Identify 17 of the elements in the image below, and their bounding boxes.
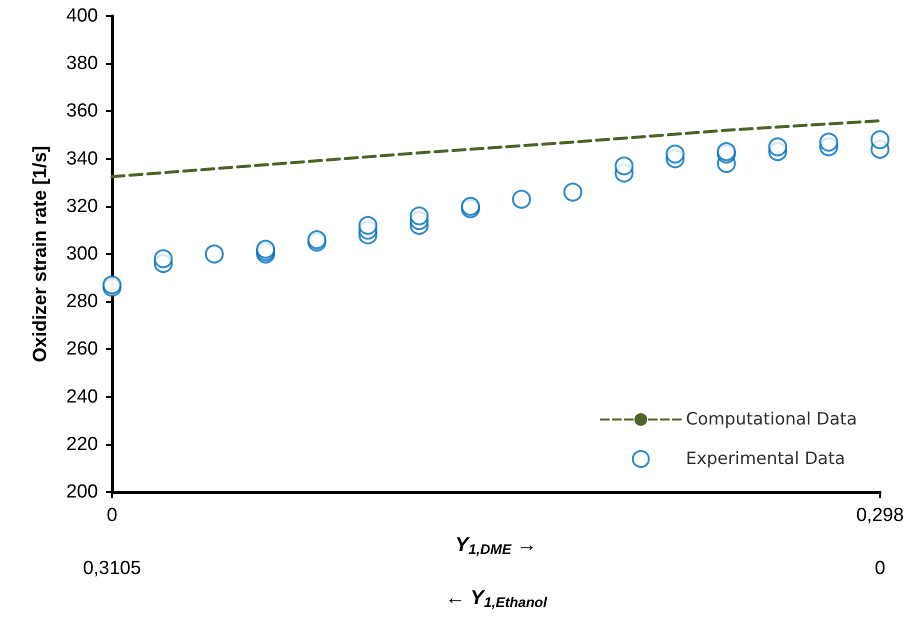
legend-label: Experimental Data xyxy=(686,449,846,469)
y-tick-label: 360 xyxy=(66,100,98,122)
x2-tick-label: 0 xyxy=(874,558,886,579)
y-axis-title: Oxidizer strain rate [1/s] xyxy=(30,146,51,362)
legend-label: Computational Data xyxy=(686,410,858,430)
y-tick-label: 380 xyxy=(66,53,98,74)
y-tick-label: 400 xyxy=(66,6,98,26)
y-tick-label: 280 xyxy=(66,291,98,312)
y-tick-label: 240 xyxy=(66,386,98,408)
y-tick-label: 300 xyxy=(66,244,98,264)
x-tick-label: 0,298 xyxy=(856,505,904,526)
y-tick-label: 200 xyxy=(66,482,98,502)
y-tick-label: 340 xyxy=(66,148,98,170)
y-tick-label: 220 xyxy=(66,434,98,455)
y-tick-label: 260 xyxy=(66,338,98,360)
x2-tick-label: 0,3105 xyxy=(82,558,142,579)
y-tick-label: 320 xyxy=(66,196,98,217)
